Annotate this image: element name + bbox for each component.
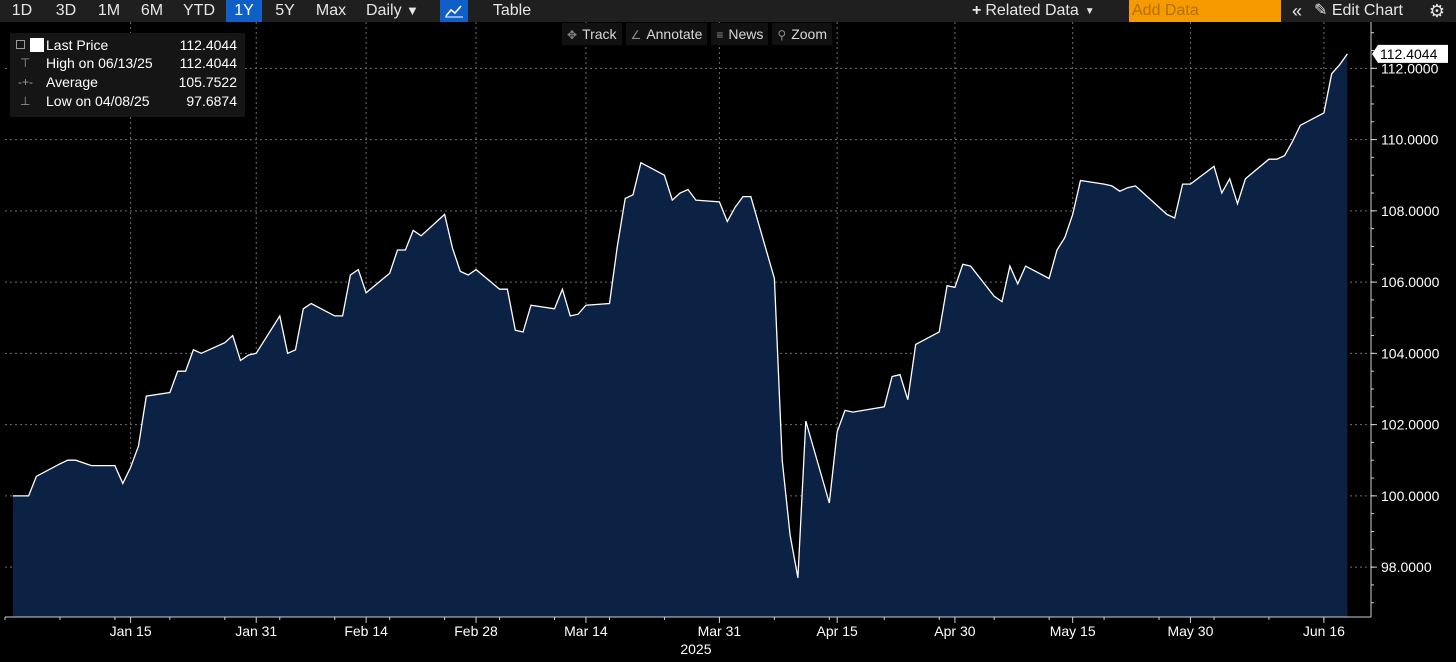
range-6m-button[interactable]: 6M (140, 2, 164, 19)
related-data-label: Related Data (985, 2, 1079, 19)
legend-value: 105.7522 (178, 74, 237, 90)
dropdown-caret-icon: ▼ (1084, 6, 1095, 17)
related-data-button[interactable]: + Related Data ▼ (972, 0, 1118, 22)
pencil-icon: ✎ (1314, 2, 1328, 19)
price-line (12, 53, 1348, 578)
range-1y-button[interactable]: 1Y (226, 0, 262, 22)
legend-panel: Last Price 112.4044 ⊤ High on 06/13/25 1… (10, 33, 245, 117)
x-tick-label: Jun 16 (1303, 623, 1345, 639)
x-tick-label: Jan 31 (235, 623, 277, 639)
annotate-button[interactable]: ∠ Annotate (625, 23, 708, 45)
y-tick-label: 106.0000 (1381, 274, 1440, 290)
legend-marker-icon (14, 36, 44, 54)
legend-value: 97.6874 (186, 93, 237, 109)
pencil-icon: ∠ (630, 28, 642, 42)
average-marker-icon: -+- (18, 75, 33, 89)
zoom-label: Zoom (791, 26, 827, 42)
news-icon: ≡ (716, 28, 724, 42)
frequency-label: Daily (366, 2, 402, 19)
range-max-button[interactable]: Max (315, 2, 347, 19)
y-tick-label: 104.0000 (1381, 345, 1440, 361)
magnifier-icon: ⚲ (777, 28, 787, 42)
crosshair-icon: ✥ (567, 28, 578, 42)
legend-value: 112.4044 (179, 55, 237, 71)
range-1d-button[interactable]: 1D (11, 2, 33, 19)
x-tick-label: Apr 15 (817, 623, 858, 639)
legend-row-last-price[interactable]: Last Price 112.4044 (10, 36, 245, 54)
line-chart-icon (445, 5, 463, 18)
legend-row-low: ⊥ Low on 04/08/25 97.6874 (10, 92, 245, 110)
track-button[interactable]: ✥ Track (562, 23, 622, 45)
news-button[interactable]: ≡ News (711, 23, 769, 45)
x-tick-label: Mar 14 (564, 623, 608, 639)
y-tick-label: 100.0000 (1381, 488, 1440, 504)
x-tick-label: Feb 28 (454, 623, 498, 639)
range-5y-button[interactable]: 5Y (275, 2, 295, 19)
plus-icon: + (972, 2, 982, 19)
x-tick-label: May 30 (1167, 623, 1213, 639)
frequency-dropdown[interactable]: Daily ▼ (360, 0, 434, 22)
legend-row-high: ⊤ High on 06/13/25 112.4044 (10, 54, 245, 72)
y-tick-label: 112.0000 (1381, 60, 1439, 76)
last-price-tag: 112.4044 (1372, 44, 1448, 63)
y-tick-label: 108.0000 (1381, 203, 1440, 219)
gear-icon[interactable]: ⚙ (1428, 1, 1446, 21)
collapse-icon[interactable]: « (1291, 1, 1302, 21)
price-area (12, 53, 1348, 617)
line-chart-type-button[interactable] (440, 0, 468, 22)
y-tick-label: 102.0000 (1381, 417, 1440, 433)
legend-value: 112.4044 (179, 37, 237, 53)
low-marker-icon: ⊥ (20, 94, 31, 108)
add-data-input[interactable] (1129, 0, 1281, 22)
range-1m-button[interactable]: 1M (97, 2, 121, 19)
edit-chart-button[interactable]: ✎ Edit Chart (1314, 0, 1418, 22)
x-axis-ticks: Jan 15 Jan 31 Feb 14 Feb 28 Mar 14 Mar 31 Apr … (4, 617, 1345, 639)
news-label: News (728, 26, 764, 42)
x-axis-year-label: 2025 (680, 641, 711, 657)
x-tick-label: Feb 14 (344, 623, 388, 639)
x-tick-label: Jan 15 (110, 623, 152, 639)
zoom-button[interactable]: ⚲ Zoom (772, 23, 832, 45)
annotate-label: Annotate (646, 26, 703, 42)
legend-label: High on 06/13/25 (46, 55, 153, 71)
legend-label: Average (46, 74, 98, 90)
x-tick-label: May 15 (1050, 623, 1096, 639)
high-marker-icon: ⊤ (20, 56, 31, 70)
toolbar: 1D 3D 1M 6M YTD 1Y 5Y Max Daily ▼ Table … (0, 0, 1456, 22)
y-tick-label: 110.0000 (1381, 132, 1439, 148)
range-3d-button[interactable]: 3D (55, 2, 77, 19)
legend-row-average: -+- Average 105.7522 (10, 73, 245, 91)
track-label: Track (582, 26, 617, 42)
edit-chart-label: Edit Chart (1331, 2, 1403, 19)
legend-label: Last Price (46, 37, 109, 53)
table-button[interactable]: Table (492, 2, 532, 19)
chart-tools: ✥ Track ∠ Annotate ≡ News ⚲ Zoom (562, 23, 836, 45)
x-tick-label: Mar 31 (698, 623, 742, 639)
dropdown-caret-icon: ▼ (406, 3, 419, 18)
y-axis-ticks: 98.0000 100.0000 102.0000 104.0000 106.0000 1… (1371, 32, 1440, 604)
legend-label: Low on 04/08/25 (46, 93, 150, 109)
x-tick-label: Apr 30 (934, 623, 975, 639)
y-tick-label: 98.0000 (1381, 559, 1432, 575)
range-ytd-button[interactable]: YTD (183, 2, 215, 19)
last-price-tag-label: 112.4044 (1380, 46, 1438, 62)
